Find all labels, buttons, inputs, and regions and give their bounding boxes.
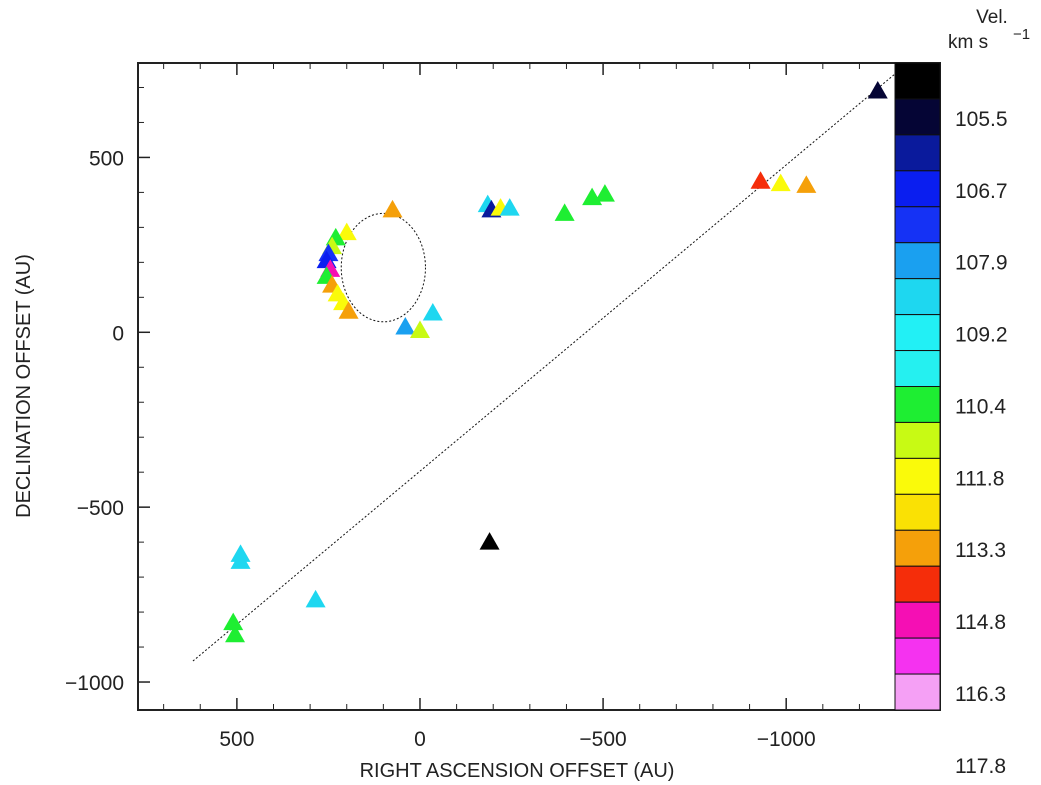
data-point — [336, 222, 357, 241]
y-tick-label: −500 — [77, 497, 124, 520]
colorbar-segment — [894, 206, 941, 244]
colorbar-segment — [894, 62, 941, 100]
fit-line-path — [192, 69, 901, 662]
colorbar-segment — [894, 134, 941, 172]
colorbar-label: 111.8 — [955, 467, 1004, 490]
data-point — [479, 532, 500, 550]
colorbar-label: 117.8 — [955, 755, 1006, 778]
ellipse-path — [340, 212, 426, 323]
colorbar-segment — [894, 529, 941, 567]
x-tick-label: 500 — [219, 728, 254, 751]
data-point — [554, 203, 575, 221]
colorbar-segment — [894, 457, 941, 495]
colorbar-label: 110.4 — [955, 395, 1006, 418]
data-point — [382, 199, 403, 218]
colorbar-segment — [894, 350, 941, 387]
data-point — [305, 589, 326, 608]
data-point — [499, 198, 520, 216]
colorbar-segment — [894, 278, 941, 316]
data-point — [867, 80, 888, 99]
x-axis-title: RIGHT ASCENSION OFFSET (AU) — [360, 760, 675, 782]
colorbar-segment — [894, 242, 941, 280]
colorbar-label: 105.5 — [955, 108, 1008, 131]
colorbar-tick-labels: 105.5 106.7 107.9 109.2 110.4 111.8 113.3 114.8… — [955, 108, 1008, 778]
colorbar-segment — [894, 421, 941, 459]
x-tick-label: 0 — [414, 728, 426, 751]
data-point — [770, 173, 791, 192]
plot-frame — [137, 62, 941, 711]
fit-line — [192, 69, 901, 662]
data-point — [422, 303, 443, 321]
colorbar-segment — [894, 170, 941, 208]
colorbar-segment — [894, 601, 941, 639]
y-axis-title: DECLINATION OFFSET (AU) — [13, 254, 35, 518]
data-point — [230, 551, 251, 569]
data-point — [395, 317, 416, 335]
data-point — [594, 184, 615, 202]
x-axis-ticks: 500 0 −500 −1000 — [163, 63, 934, 751]
colorbar-label: 107.9 — [955, 252, 1008, 275]
colorbar-label: 113.3 — [955, 539, 1006, 562]
colorbar-label: 114.8 — [955, 611, 1006, 634]
colorbar-segment — [894, 637, 941, 675]
colorbar-segment — [894, 386, 941, 423]
colorbar-unit-exponent: −1 — [1013, 26, 1030, 43]
colorbar-unit-line1: Vel. — [976, 7, 1008, 28]
velocity-colorbar — [894, 62, 941, 711]
y-tick-label: 500 — [89, 147, 124, 170]
colorbar-segment — [894, 314, 941, 352]
colorbar-segment — [894, 98, 941, 136]
dotted-ellipse — [340, 212, 426, 323]
y-axis-ticks: 500 0 −500 −1000 — [65, 86, 940, 695]
data-point — [409, 320, 430, 339]
x-tick-label: −1000 — [757, 728, 816, 751]
colorbar-segment — [894, 673, 941, 711]
colorbar-label: 106.7 — [955, 180, 1008, 203]
data-point — [225, 624, 246, 643]
data-point — [796, 175, 817, 193]
y-tick-label: −1000 — [65, 672, 124, 695]
data-point — [338, 301, 359, 319]
data-point — [750, 171, 771, 189]
colorbar-label: 116.3 — [955, 683, 1006, 706]
colorbar-segment — [894, 493, 941, 531]
x-tick-label: −500 — [579, 728, 626, 751]
colorbar-label: 109.2 — [955, 324, 1008, 347]
colorbar-unit-line2: km s — [948, 32, 988, 53]
y-tick-label: 0 — [112, 322, 124, 345]
maser-points — [223, 80, 888, 643]
data-point — [223, 612, 244, 631]
colorbar-segment — [894, 565, 941, 603]
